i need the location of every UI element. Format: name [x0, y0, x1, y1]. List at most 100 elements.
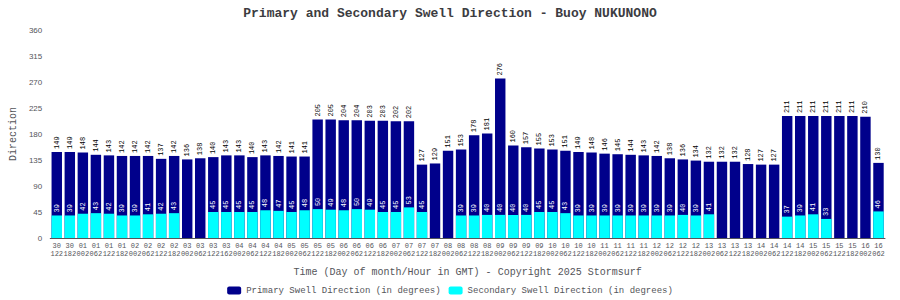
svg-text:062: 062	[820, 250, 833, 258]
svg-text:45: 45	[535, 201, 543, 209]
svg-text:01: 01	[92, 242, 100, 250]
svg-text:16: 16	[861, 242, 869, 250]
svg-text:182: 182	[533, 250, 546, 258]
svg-text:182: 182	[377, 250, 390, 258]
svg-text:062: 062	[455, 250, 468, 258]
svg-text:134: 134	[692, 145, 700, 158]
svg-text:182: 182	[272, 250, 285, 258]
svg-text:002: 002	[181, 250, 194, 258]
svg-text:04: 04	[235, 242, 243, 250]
svg-text:132: 132	[731, 146, 739, 159]
svg-text:128: 128	[744, 148, 752, 161]
svg-text:07: 07	[431, 242, 439, 250]
svg-text:11: 11	[613, 242, 621, 250]
svg-text:140: 140	[209, 142, 217, 155]
svg-text:40: 40	[679, 203, 687, 211]
svg-text:13: 13	[718, 242, 726, 250]
svg-text:07: 07	[392, 242, 400, 250]
svg-text:42: 42	[105, 202, 113, 210]
svg-text:39: 39	[666, 204, 674, 212]
svg-text:315: 315	[29, 52, 43, 61]
svg-text:143: 143	[105, 140, 113, 153]
svg-text:002: 002	[129, 250, 142, 258]
svg-text:062: 062	[142, 250, 155, 258]
svg-text:02: 02	[157, 242, 165, 250]
svg-text:122: 122	[416, 250, 429, 258]
svg-text:39: 39	[53, 204, 61, 212]
svg-text:40: 40	[509, 203, 517, 211]
svg-text:41: 41	[144, 203, 152, 211]
svg-text:07: 07	[405, 242, 413, 250]
svg-text:002: 002	[337, 250, 350, 258]
svg-text:12: 12	[666, 242, 674, 250]
svg-text:062: 062	[246, 250, 259, 258]
svg-text:122: 122	[624, 250, 637, 258]
svg-text:122: 122	[833, 250, 846, 258]
svg-text:13: 13	[731, 242, 739, 250]
svg-text:205: 205	[327, 104, 335, 117]
svg-text:122: 122	[50, 250, 63, 258]
svg-text:151: 151	[444, 135, 452, 148]
svg-text:144: 144	[627, 139, 635, 152]
svg-text:10: 10	[548, 242, 556, 250]
svg-text:01: 01	[79, 242, 87, 250]
svg-text:39: 39	[640, 204, 648, 212]
svg-text:39: 39	[614, 204, 622, 212]
svg-text:03: 03	[183, 242, 191, 250]
svg-text:04: 04	[261, 242, 269, 250]
svg-text:40: 40	[522, 203, 530, 211]
svg-text:002: 002	[755, 250, 768, 258]
svg-text:Time (Day of month/Hour in GMT: Time (Day of month/Hour in GMT) - Copyri…	[294, 267, 642, 278]
svg-text:062: 062	[768, 250, 781, 258]
svg-text:142: 142	[131, 140, 139, 153]
svg-text:09: 09	[496, 242, 504, 250]
svg-text:41: 41	[705, 203, 713, 211]
svg-text:03: 03	[196, 242, 204, 250]
svg-text:09: 09	[535, 242, 543, 250]
svg-text:143: 143	[222, 140, 230, 153]
svg-text:062: 062	[663, 250, 676, 258]
svg-text:04: 04	[248, 242, 256, 250]
svg-text:45: 45	[379, 201, 387, 209]
svg-text:14: 14	[796, 242, 804, 250]
svg-text:06: 06	[353, 242, 361, 250]
svg-text:122: 122	[259, 250, 272, 258]
svg-text:182: 182	[794, 250, 807, 258]
svg-text:Secondary Swell Direction (in: Secondary Swell Direction (in degrees)	[468, 286, 673, 296]
svg-text:Direction: Direction	[8, 107, 19, 161]
svg-text:132: 132	[718, 146, 726, 159]
svg-text:062: 062	[90, 250, 103, 258]
svg-text:182: 182	[846, 250, 859, 258]
svg-text:05: 05	[313, 242, 321, 250]
svg-text:002: 002	[494, 250, 507, 258]
svg-text:062: 062	[872, 250, 885, 258]
svg-text:02: 02	[170, 242, 178, 250]
svg-text:49: 49	[327, 198, 335, 206]
svg-text:276: 276	[496, 63, 504, 76]
svg-text:062: 062	[350, 250, 363, 258]
svg-text:15: 15	[835, 242, 843, 250]
svg-text:002: 002	[442, 250, 455, 258]
svg-text:182: 182	[168, 250, 181, 258]
svg-text:39: 39	[588, 204, 596, 212]
svg-text:09: 09	[509, 242, 517, 250]
svg-text:39: 39	[66, 204, 74, 212]
svg-text:151: 151	[561, 135, 569, 148]
svg-text:270: 270	[29, 78, 43, 87]
svg-text:138: 138	[196, 143, 204, 156]
svg-text:136: 136	[183, 144, 191, 157]
svg-text:14: 14	[757, 242, 765, 250]
svg-text:53: 53	[405, 196, 413, 204]
svg-text:10: 10	[587, 242, 595, 250]
svg-text:002: 002	[598, 250, 611, 258]
svg-text:05: 05	[287, 242, 295, 250]
svg-text:49: 49	[366, 198, 374, 206]
svg-text:203: 203	[379, 105, 387, 118]
svg-text:182: 182	[116, 250, 129, 258]
svg-text:137: 137	[157, 143, 165, 156]
svg-text:122: 122	[207, 250, 220, 258]
svg-text:45: 45	[248, 201, 256, 209]
svg-text:03: 03	[222, 242, 230, 250]
svg-text:30: 30	[66, 242, 74, 250]
svg-text:39: 39	[692, 204, 700, 212]
